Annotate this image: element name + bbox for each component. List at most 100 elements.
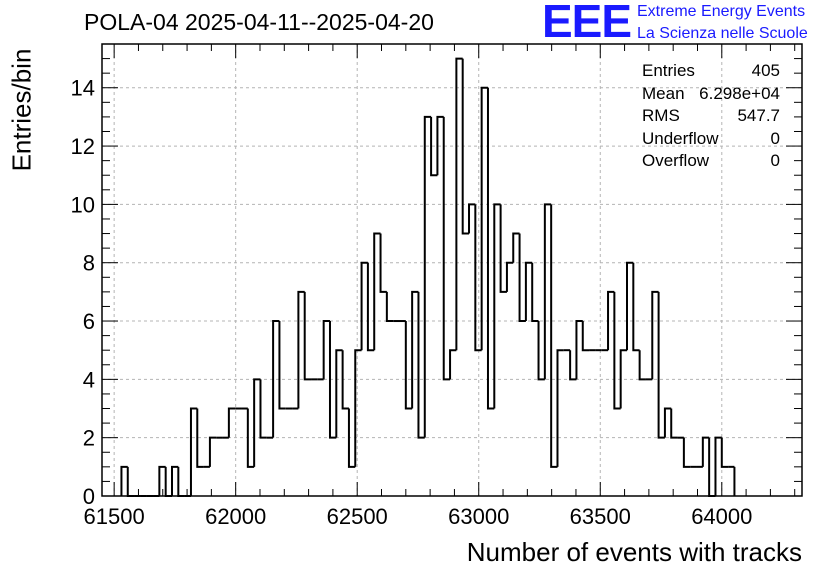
histogram-bin — [366, 262, 375, 352]
histogram-bin — [126, 466, 135, 497]
histogram-bin — [423, 115, 432, 438]
histogram-bin — [120, 465, 128, 496]
y-tick-label: 6 — [83, 309, 95, 334]
x-tick-label: 62000 — [205, 504, 266, 529]
histogram-bin — [682, 437, 691, 468]
histogram-bin — [347, 408, 356, 468]
histogram-bin — [385, 291, 394, 323]
histogram-bin — [651, 290, 659, 380]
y-tick-label: 4 — [83, 367, 95, 392]
histogram-bin — [189, 407, 198, 496]
histogram-bin — [436, 115, 444, 176]
x-tick-label: 63500 — [570, 504, 631, 529]
histogram-bin — [493, 203, 501, 409]
histogram-bin — [556, 349, 564, 467]
stats-key: Mean — [642, 83, 685, 103]
histogram-bin — [373, 232, 381, 351]
x-tick-label: 63000 — [448, 504, 509, 529]
y-tick-label: 12 — [71, 134, 95, 159]
y-tick-label: 0 — [83, 484, 95, 509]
histogram-bin — [543, 203, 552, 380]
stats-value: 547.7 — [737, 106, 780, 125]
histogram-bin — [550, 204, 558, 468]
histogram-bin — [354, 349, 362, 467]
y-tick-label: 2 — [83, 426, 95, 451]
stats-box: Entries 405 Mean 6.298e+04 RMS 547.7 Und… — [642, 60, 780, 173]
histogram-bin — [272, 320, 280, 438]
histogram-bin — [575, 320, 583, 380]
histogram-bin — [714, 436, 722, 496]
histogram-bin — [468, 203, 476, 234]
histogram-bin — [613, 291, 621, 410]
stats-row-entries: Entries 405 — [642, 60, 780, 83]
histogram-bin — [461, 58, 470, 235]
stats-row-mean: Mean 6.298e+04 — [642, 83, 780, 106]
logo-text-line-1: Extreme Energy Events — [637, 3, 806, 20]
histogram-bin — [335, 349, 343, 438]
histogram-bin — [322, 320, 330, 380]
histogram-bin — [196, 408, 204, 468]
histogram-bin — [411, 290, 419, 409]
y-axis-label: Entries/bin — [6, 48, 37, 172]
histogram-bin — [328, 321, 337, 439]
stats-key: RMS — [642, 106, 680, 125]
histogram-bin — [177, 466, 185, 497]
histogram-bin — [670, 408, 678, 439]
histogram-bin — [259, 379, 267, 439]
histogram-bin — [531, 262, 539, 323]
histogram-bin — [303, 291, 312, 381]
histogram-bin — [360, 261, 368, 351]
y-tick-label: 8 — [83, 251, 95, 276]
histogram-bin — [537, 321, 545, 381]
histogram-bin — [701, 436, 710, 467]
stats-value: 405 — [751, 61, 780, 80]
histogram-bin — [607, 290, 615, 351]
histogram-bin — [619, 349, 627, 409]
histogram-bin — [663, 407, 672, 438]
histogram-bin — [512, 232, 520, 263]
logo-text-line-2: La Scienza nelle Scuole — [637, 25, 808, 42]
histogram-bin — [505, 261, 514, 292]
stats-row-rms: RMS 547.7 — [642, 105, 780, 128]
histogram-bin — [404, 321, 413, 410]
histogram-bin — [626, 261, 634, 351]
stats-value: 0 — [770, 128, 780, 148]
histogram-bin — [581, 321, 590, 352]
stats-row-underflow: Underflow 0 — [642, 128, 780, 151]
histogram-bin — [297, 290, 305, 409]
x-tick-label: 61500 — [84, 504, 145, 529]
x-axis-label: Number of events with tracks — [466, 537, 802, 567]
stats-value: 6.298e+04 — [699, 83, 780, 103]
plot-frame — [101, 43, 803, 497]
x-tick-label: 62500 — [327, 504, 388, 529]
histogram-bin — [455, 57, 463, 351]
histogram-bin — [278, 321, 286, 410]
stats-key: Overflow — [642, 151, 710, 170]
stats-key: Underflow — [642, 128, 719, 148]
histogram-bin — [253, 378, 261, 467]
eee-logo: EEE — [542, 0, 632, 47]
histogram-bin — [638, 350, 646, 381]
histogram-bin — [524, 261, 533, 322]
histogram-bin — [720, 437, 729, 468]
histogram-bin — [417, 291, 425, 439]
histogram-bin — [227, 407, 236, 438]
histogram-bin — [171, 465, 179, 496]
stats-key: Entries — [642, 61, 695, 80]
stats-row-overflow: Overflow 0 — [642, 150, 780, 173]
histogram-bin — [474, 204, 482, 352]
histogram-bin — [158, 465, 166, 496]
y-tick-label: 10 — [71, 192, 95, 217]
histogram-bin — [430, 116, 438, 177]
histogram-bin — [486, 87, 495, 410]
histogram-bin — [246, 408, 255, 468]
histogram-bin — [208, 436, 217, 467]
histogram-bin — [657, 291, 665, 439]
histogram-bin — [569, 350, 577, 381]
histogram-bin — [379, 233, 387, 293]
histogram-bin — [518, 233, 526, 323]
x-tick-label: 64000 — [691, 504, 752, 529]
histogram-bin — [449, 349, 457, 380]
y-tick-label: 14 — [71, 76, 95, 101]
